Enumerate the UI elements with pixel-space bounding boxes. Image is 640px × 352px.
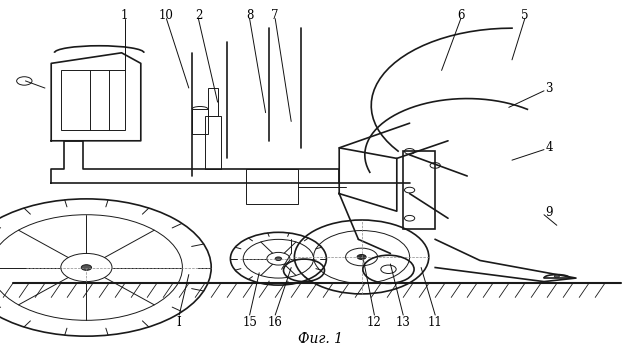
Circle shape (275, 257, 282, 260)
Circle shape (357, 254, 366, 259)
Text: 4: 4 (545, 142, 553, 154)
Circle shape (554, 275, 559, 278)
Text: 9: 9 (545, 207, 553, 219)
Polygon shape (51, 141, 339, 183)
Text: 1: 1 (121, 10, 129, 22)
Polygon shape (435, 239, 576, 282)
Polygon shape (339, 148, 397, 211)
Text: 10: 10 (159, 10, 174, 22)
Text: 2: 2 (195, 10, 202, 22)
Text: 6: 6 (457, 10, 465, 22)
Text: 11: 11 (428, 316, 443, 328)
Bar (205, 116, 221, 169)
Text: 7: 7 (271, 10, 279, 22)
Bar (192, 109, 208, 134)
Bar (61, 70, 125, 130)
Text: Фиг. 1: Фиг. 1 (298, 332, 342, 346)
Text: 12: 12 (367, 316, 382, 328)
Text: 16: 16 (268, 316, 283, 328)
Text: 3: 3 (545, 82, 553, 94)
Bar (246, 169, 298, 204)
Text: I: I (177, 316, 182, 328)
Bar (208, 88, 218, 116)
Circle shape (81, 265, 92, 270)
Text: 8: 8 (246, 10, 253, 22)
Text: 13: 13 (396, 316, 411, 328)
Text: 15: 15 (242, 316, 257, 328)
Bar (403, 151, 435, 229)
Text: 5: 5 (521, 10, 529, 22)
Polygon shape (51, 53, 141, 141)
